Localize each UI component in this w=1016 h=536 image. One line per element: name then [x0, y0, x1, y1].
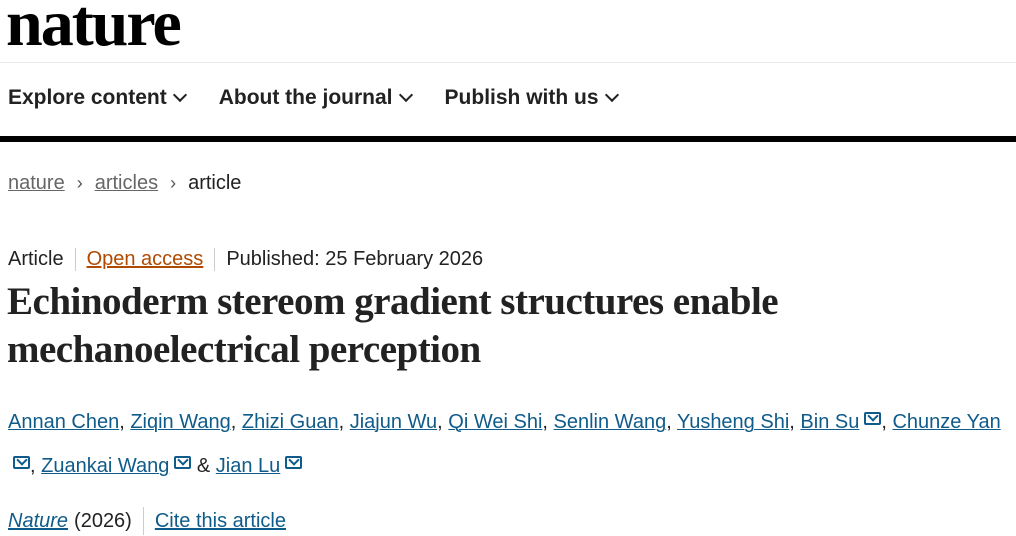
journal-link[interactable]: Nature	[8, 509, 69, 532]
open-access-link[interactable]: Open access	[86, 248, 204, 270]
author-link[interactable]: Ziqin Wang	[130, 411, 231, 433]
author-link[interactable]: Yusheng Shi	[676, 411, 790, 433]
author-link[interactable]: Annan Chen	[8, 411, 120, 433]
author-link[interactable]: Zhizi Guan	[241, 411, 339, 433]
nav-explore-content[interactable]: Explore content	[8, 86, 187, 110]
breadcrumb-articles[interactable]: articles	[94, 172, 159, 194]
chevron-down-icon	[604, 87, 619, 103]
chevron-right-icon: ›	[76, 173, 83, 193]
citation-line: Nature (2026) Cite this article	[8, 507, 286, 535]
envelope-icon[interactable]	[13, 456, 30, 469]
author-link[interactable]: Bin Su	[800, 411, 860, 433]
chevron-down-icon	[172, 87, 187, 103]
chevron-down-icon	[398, 87, 413, 103]
divider	[0, 62, 1016, 63]
year: (2026)	[74, 509, 132, 532]
author-link[interactable]: Senlin Wang	[553, 411, 667, 433]
author-link[interactable]: Qi Wei Shi	[448, 411, 543, 433]
breadcrumb: nature › articles › article	[8, 172, 241, 195]
envelope-icon[interactable]	[285, 456, 303, 469]
author-link[interactable]: Zuankai Wang	[41, 455, 170, 477]
nav-label: About the journal	[218, 86, 393, 109]
cite-this-article-link[interactable]: Cite this article	[154, 509, 286, 532]
envelope-icon[interactable]	[174, 456, 192, 469]
article-type: Article	[8, 248, 64, 270]
nav-label: Publish with us	[444, 86, 599, 109]
chevron-right-icon: ›	[170, 173, 177, 193]
divider	[142, 507, 144, 535]
nav-publish-with-us[interactable]: Publish with us	[444, 86, 619, 110]
author-link[interactable]: Jian Lu	[215, 455, 281, 477]
article-meta: Article Open access Published: 25 Februa…	[8, 248, 494, 271]
nav-about-journal[interactable]: About the journal	[218, 86, 413, 110]
article-title: Echinoderm stereom gradient structures e…	[7, 280, 779, 371]
breadcrumb-nature[interactable]: nature	[8, 172, 65, 194]
nav-label: Explore content	[8, 86, 167, 109]
main-nav: Explore content About the journal Publis…	[8, 86, 619, 110]
nature-logo[interactable]: nature	[6, 0, 182, 60]
author-list: Annan Chen, Ziqin Wang, Zhizi Guan, Jiaj…	[8, 411, 1001, 477]
author-link[interactable]: Chunze Yan	[892, 411, 1001, 433]
author-link[interactable]: Jiajun Wu	[349, 411, 438, 433]
envelope-icon[interactable]	[864, 412, 882, 425]
published-date: Published: 25 February 2026	[214, 248, 494, 271]
header-bar	[0, 136, 1016, 142]
breadcrumb-current: article	[188, 172, 242, 194]
